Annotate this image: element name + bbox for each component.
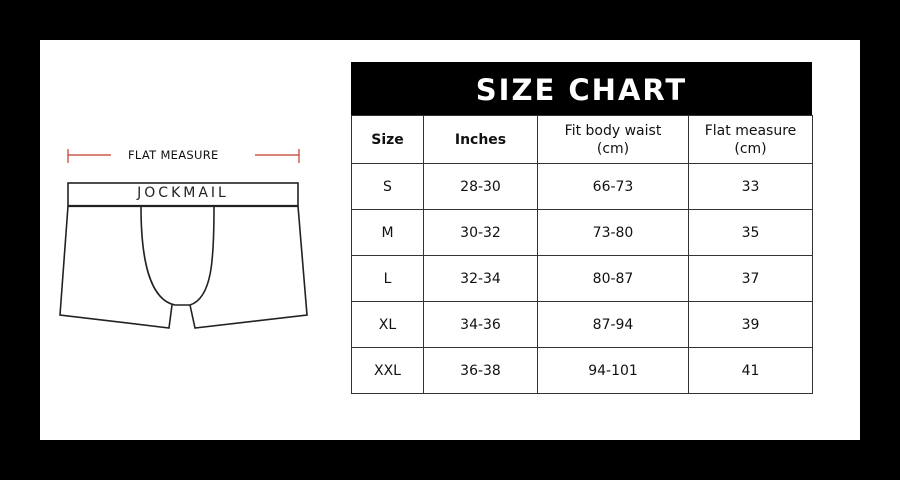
cell-inches: 30-32 [423, 209, 538, 256]
header-unit: (cm) [596, 140, 630, 157]
cell-inches: 32-34 [423, 255, 538, 302]
size-chart: SIZE CHART Size Inches Fit body waist (cm… [351, 62, 813, 394]
flat-measure-arrow [67, 149, 300, 163]
table-row: XXL 36-38 94-101 41 [351, 347, 813, 394]
cell-size: XL [351, 301, 424, 348]
header-text: Flat measure [704, 122, 797, 139]
table-row: M 30-32 73-80 35 [351, 209, 813, 256]
cell-size: L [351, 255, 424, 302]
size-table: Size Inches Fit body waist (cm) Flat meas… [351, 115, 813, 394]
table-row: L 32-34 80-87 37 [351, 255, 813, 302]
brand-logo-text: JOCKMAIL [137, 185, 229, 201]
cell-fit-body-waist: 94-101 [537, 347, 689, 394]
table-row: XL 34-36 87-94 39 [351, 301, 813, 348]
header-size: Size [351, 115, 424, 164]
cell-flat-measure: 41 [688, 347, 813, 394]
table-row: S 28-30 66-73 33 [351, 163, 813, 210]
header-flat-measure: Flat measure (cm) [688, 115, 813, 164]
cell-inches: 34-36 [423, 301, 538, 348]
cell-fit-body-waist: 66-73 [537, 163, 689, 210]
header-text: Inches [454, 131, 507, 148]
cell-size: M [351, 209, 424, 256]
pouch-outline [140, 206, 215, 306]
header-unit: (cm) [734, 140, 767, 157]
header-fit-body-waist: Fit body waist (cm) [537, 115, 689, 164]
cell-fit-body-waist: 87-94 [537, 301, 689, 348]
cell-fit-body-waist: 73-80 [537, 209, 689, 256]
cell-flat-measure: 33 [688, 163, 813, 210]
cell-inches: 28-30 [423, 163, 538, 210]
cell-size: XXL [351, 347, 424, 394]
shorts-outline [59, 205, 308, 329]
header-inches: Inches [423, 115, 538, 164]
cell-flat-measure: 35 [688, 209, 813, 256]
cell-inches: 36-38 [423, 347, 538, 394]
cell-size: S [351, 163, 424, 210]
header-text: Size [371, 131, 404, 148]
table-header-row: Size Inches Fit body waist (cm) Flat meas… [351, 115, 813, 164]
flat-measure-label: FLAT MEASURE [128, 148, 219, 162]
size-chart-title: SIZE CHART [351, 62, 812, 115]
cell-fit-body-waist: 80-87 [537, 255, 689, 302]
cell-flat-measure: 39 [688, 301, 813, 348]
cell-flat-measure: 37 [688, 255, 813, 302]
header-text: Fit body waist [564, 122, 662, 139]
